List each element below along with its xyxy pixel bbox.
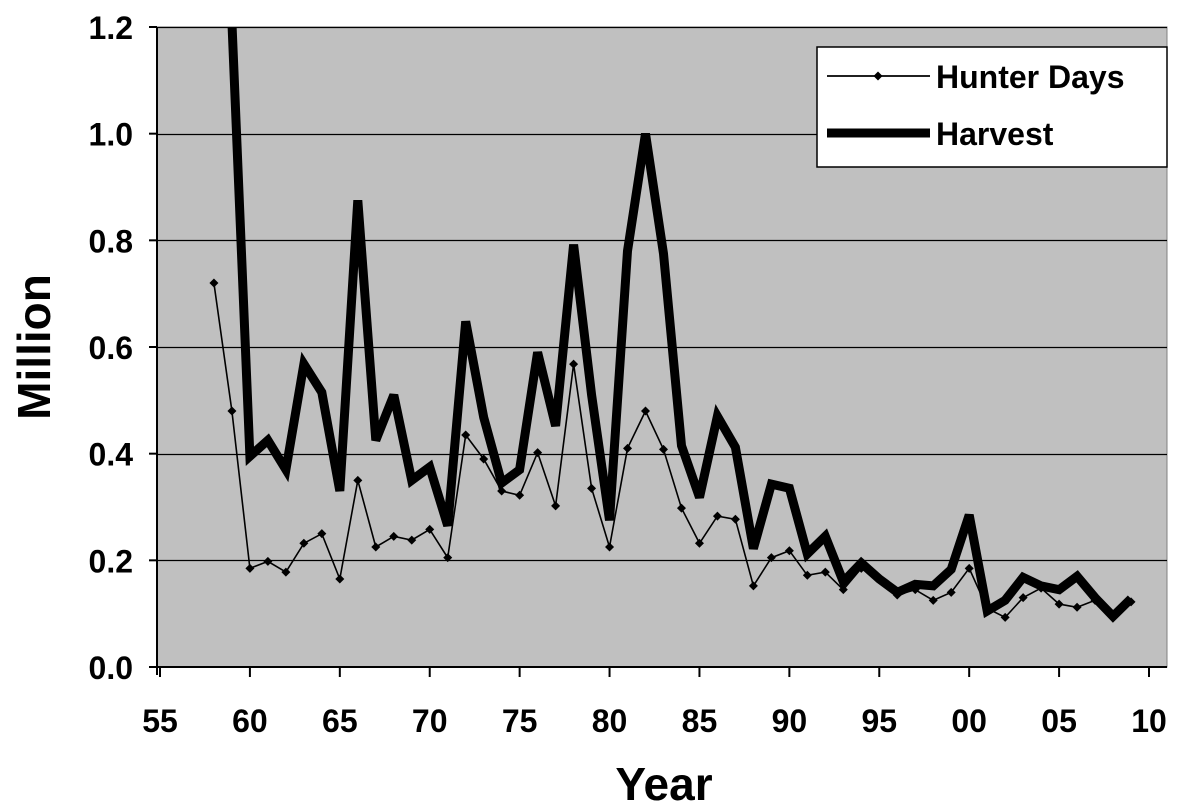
data-point-hunter-days bbox=[928, 595, 938, 605]
tick-labels: 0.0 0.2 0.4 0.6 0.8 1.0 1.2 55 60 65 70 75 80 85 90 95 0… bbox=[89, 10, 1167, 739]
data-point-hunter-days bbox=[658, 444, 668, 454]
data-point-hunter-days bbox=[479, 454, 489, 464]
data-point-hunter-days bbox=[982, 603, 992, 613]
data-point-hunter-days bbox=[317, 529, 327, 539]
series-lines bbox=[209, 27, 1136, 623]
data-point-hunter-days bbox=[874, 574, 884, 584]
data-point-hunter-days bbox=[353, 475, 363, 485]
data-point-hunter-days bbox=[335, 574, 345, 584]
data-point-hunter-days bbox=[461, 430, 471, 440]
data-point-hunter-days bbox=[856, 563, 866, 573]
y-tick-label: 1.2 bbox=[89, 10, 133, 46]
data-point-hunter-days bbox=[1054, 599, 1064, 609]
x-tick-label: 70 bbox=[412, 703, 448, 739]
data-point-hunter-days bbox=[569, 359, 579, 369]
data-point-hunter-days bbox=[443, 553, 453, 563]
x-tick-label: 05 bbox=[1041, 703, 1077, 739]
x-axis-title: Year bbox=[615, 758, 712, 810]
x-tick-label: 80 bbox=[592, 703, 628, 739]
series-line-hunter-days bbox=[213, 282, 1132, 619]
data-point-hunter-days bbox=[533, 448, 543, 458]
data-point-hunter-days bbox=[227, 406, 237, 416]
x-tick-label: 65 bbox=[322, 703, 358, 739]
x-tick-label: 60 bbox=[232, 703, 268, 739]
data-point-hunter-days bbox=[425, 524, 435, 534]
x-tick-label: 55 bbox=[142, 703, 178, 739]
data-point-hunter-days bbox=[784, 546, 794, 556]
data-point-hunter-days bbox=[1036, 583, 1046, 593]
axes bbox=[149, 27, 1167, 675]
data-point-hunter-days bbox=[209, 278, 219, 288]
legend-box bbox=[816, 46, 1168, 168]
data-point-hunter-days bbox=[1018, 593, 1028, 603]
data-point-hunter-days bbox=[802, 570, 812, 580]
y-tick-label: 0.2 bbox=[89, 543, 133, 579]
data-point-hunter-days bbox=[587, 483, 597, 493]
x-tick-label: 85 bbox=[682, 703, 718, 739]
y-axis-title: Million bbox=[8, 274, 60, 420]
data-point-hunter-days bbox=[1000, 612, 1010, 622]
y-tick-label: 0.4 bbox=[89, 437, 134, 473]
data-point-hunter-days bbox=[694, 538, 704, 548]
x-tick-label: 00 bbox=[951, 703, 987, 739]
data-point-hunter-days bbox=[712, 511, 722, 521]
data-point-hunter-days bbox=[407, 535, 417, 545]
legend-label-harvest: Harvest bbox=[936, 116, 1054, 152]
data-point-hunter-days bbox=[964, 563, 974, 573]
y-tick-label: 0.6 bbox=[89, 330, 133, 366]
data-point-hunter-days bbox=[551, 501, 561, 511]
gridlines bbox=[157, 26, 1167, 562]
x-tick-label: 75 bbox=[502, 703, 538, 739]
legend: Hunter Days Harvest bbox=[816, 46, 1168, 168]
y-tick-label: 0.0 bbox=[89, 650, 133, 686]
data-point-hunter-days bbox=[263, 556, 273, 566]
x-tick-label: 90 bbox=[772, 703, 808, 739]
y-tick-label: 1.0 bbox=[89, 117, 133, 153]
data-point-hunter-days bbox=[623, 443, 633, 453]
x-tick-label: 95 bbox=[861, 703, 897, 739]
data-point-hunter-days bbox=[766, 553, 776, 563]
data-point-hunter-days bbox=[838, 585, 848, 595]
data-point-hunter-days bbox=[1072, 602, 1082, 612]
data-point-hunter-days bbox=[946, 587, 956, 597]
data-point-hunter-days bbox=[676, 503, 686, 513]
data-point-hunter-days bbox=[1090, 595, 1100, 605]
data-point-hunter-days bbox=[892, 590, 902, 600]
data-point-hunter-days bbox=[641, 406, 651, 416]
data-point-hunter-days bbox=[389, 531, 399, 541]
data-point-hunter-days bbox=[910, 585, 920, 595]
data-point-hunter-days bbox=[820, 567, 830, 577]
x-tick-label: 10 bbox=[1131, 703, 1167, 739]
data-point-hunter-days bbox=[730, 514, 740, 524]
data-point-hunter-days bbox=[605, 542, 615, 552]
data-point-hunter-days bbox=[371, 542, 381, 552]
data-point-hunter-days bbox=[281, 567, 291, 577]
data-point-hunter-days bbox=[515, 490, 525, 500]
data-point-hunter-days bbox=[1108, 611, 1118, 621]
legend-label-hunter-days: Hunter Days bbox=[936, 59, 1125, 95]
data-point-hunter-days bbox=[497, 486, 507, 496]
data-point-hunter-days bbox=[299, 538, 309, 548]
series-line-harvest bbox=[227, 27, 1135, 623]
data-point-hunter-days bbox=[245, 563, 255, 573]
data-point-hunter-days bbox=[1126, 597, 1136, 607]
y-tick-label: 0.8 bbox=[89, 223, 133, 259]
data-point-hunter-days bbox=[748, 581, 758, 591]
legend-marker-hunter-days bbox=[873, 71, 883, 81]
